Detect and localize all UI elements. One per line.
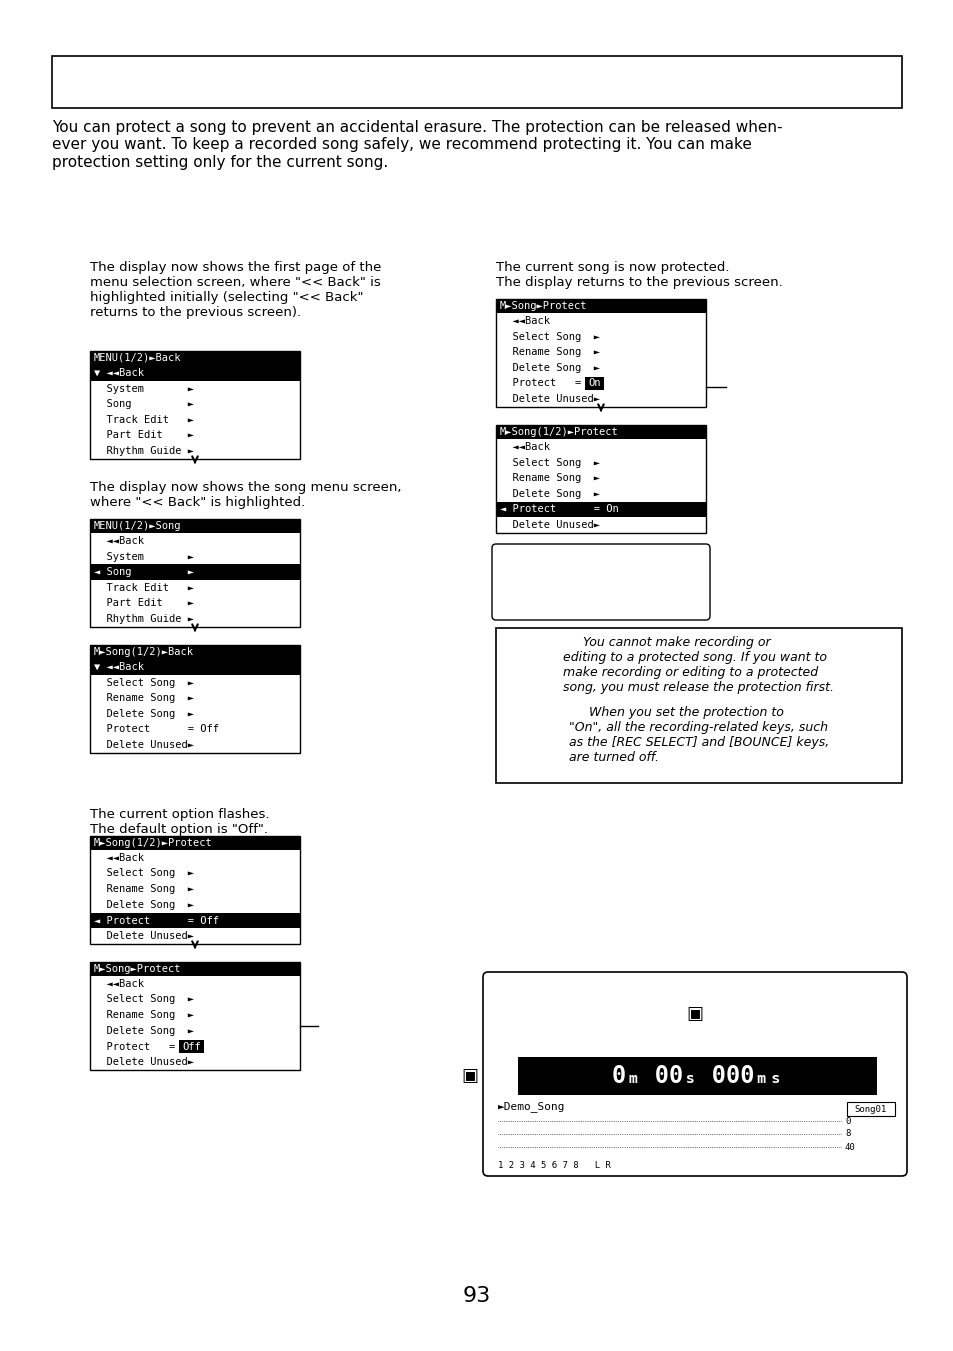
Text: ◄◄Back: ◄◄Back [94, 852, 144, 863]
Text: When you set the protection to
"On", all the recording-related keys, such
as the: When you set the protection to "On", all… [568, 707, 828, 765]
Bar [90, 836, 299, 850]
Text: Delete Unused►: Delete Unused► [499, 520, 599, 530]
Text: Rename Song  ►: Rename Song ► [499, 473, 599, 484]
Text: Select Song  ►: Select Song ► [499, 458, 599, 467]
Text: Delete Song  ►: Delete Song ► [499, 489, 599, 499]
Bar [90, 351, 299, 459]
Bar [496, 426, 705, 439]
Text: Select Song  ►: Select Song ► [499, 331, 599, 342]
Text: ◄◄Back: ◄◄Back [94, 536, 144, 546]
Bar [179, 1040, 204, 1054]
Text: Delete Unused►: Delete Unused► [499, 394, 599, 404]
Text: Off: Off [182, 1042, 201, 1051]
Bar [90, 365, 299, 381]
Text: You can protect a song to prevent an accidental erasure. The protection can be r: You can protect a song to prevent an acc… [52, 120, 781, 170]
Text: 40: 40 [844, 1143, 855, 1151]
Text: Protect   =: Protect = [94, 1042, 181, 1051]
Bar [90, 836, 299, 944]
Text: M►Song►Protect: M►Song►Protect [94, 965, 181, 974]
Text: Rename Song  ►: Rename Song ► [94, 884, 193, 894]
Bar [90, 565, 299, 580]
Text: 0: 0 [844, 1116, 849, 1125]
Bar [90, 519, 299, 627]
Text: Rename Song  ►: Rename Song ► [94, 1011, 193, 1020]
Text: M►Song(1/2)►Back: M►Song(1/2)►Back [94, 647, 193, 657]
Text: System       ►: System ► [94, 551, 193, 562]
Text: Delete Song  ►: Delete Song ► [94, 709, 193, 719]
Bar [846, 1102, 894, 1116]
Text: Rename Song  ►: Rename Song ► [94, 693, 193, 703]
Text: ▼ ◄◄Back: ▼ ◄◄Back [94, 367, 144, 378]
Text: Rename Song  ►: Rename Song ► [499, 347, 599, 357]
Text: ◄ Protect      = On: ◄ Protect = On [499, 504, 618, 515]
Text: System       ►: System ► [94, 384, 193, 393]
Bar [496, 299, 705, 407]
Bar [52, 55, 901, 108]
Text: 1 2 3 4 5 6 7 8   L R: 1 2 3 4 5 6 7 8 L R [497, 1161, 610, 1170]
Text: M►Song(1/2)►Protect: M►Song(1/2)►Protect [94, 838, 213, 848]
Text: The display now shows the song menu screen,
where "<< Back" is highlighted.: The display now shows the song menu scre… [90, 481, 401, 509]
Text: Rhythm Guide ►: Rhythm Guide ► [94, 615, 193, 624]
Text: The display now shows the first page of the
menu selection screen, where "<< Bac: The display now shows the first page of … [90, 261, 381, 319]
Text: Song01: Song01 [854, 1105, 886, 1113]
Text: 8: 8 [844, 1129, 849, 1139]
Text: Rhythm Guide ►: Rhythm Guide ► [94, 446, 193, 457]
Text: MENU(1/2)►Back: MENU(1/2)►Back [94, 353, 181, 363]
Text: 0ₘ 00ₛ 000ₘₛ: 0ₘ 00ₛ 000ₘₛ [612, 1065, 782, 1088]
Text: 93: 93 [462, 1286, 491, 1306]
Text: Delete Unused►: Delete Unused► [94, 931, 193, 942]
Text: Select Song  ►: Select Song ► [94, 994, 193, 1005]
Text: ◄ Protect      = Off: ◄ Protect = Off [94, 916, 219, 925]
Bar [90, 519, 299, 534]
Text: Select Song  ►: Select Song ► [94, 869, 193, 878]
Text: Delete Song  ►: Delete Song ► [94, 900, 193, 909]
Text: ▼ ◄◄Back: ▼ ◄◄Back [94, 662, 144, 671]
Text: M►Song(1/2)►Protect: M►Song(1/2)►Protect [499, 427, 618, 436]
Text: Track Edit   ►: Track Edit ► [94, 415, 193, 424]
Text: Track Edit   ►: Track Edit ► [94, 582, 193, 593]
Bar [496, 501, 705, 517]
Bar [90, 659, 299, 674]
Text: ▣: ▣ [686, 1005, 702, 1023]
Text: M►Song►Protect: M►Song►Protect [499, 301, 587, 311]
Text: ◄◄Back: ◄◄Back [94, 979, 144, 989]
Text: Delete Unused►: Delete Unused► [94, 740, 193, 750]
FancyBboxPatch shape [482, 971, 906, 1175]
Text: Song         ►: Song ► [94, 399, 193, 409]
Text: Delete Unused►: Delete Unused► [94, 1058, 193, 1067]
Text: Delete Song  ►: Delete Song ► [94, 1025, 193, 1036]
Bar [496, 426, 705, 534]
Text: The current option flashes.
The default option is "Off".: The current option flashes. The default … [90, 808, 269, 836]
Bar [90, 913, 299, 928]
FancyBboxPatch shape [492, 544, 709, 620]
Bar [585, 377, 603, 390]
Bar [90, 962, 299, 1070]
Text: The current song is now protected.
The display returns to the previous screen.: The current song is now protected. The d… [496, 261, 781, 289]
Text: On: On [588, 378, 600, 389]
Text: Part Edit    ►: Part Edit ► [94, 598, 193, 608]
Bar [496, 299, 705, 313]
Text: You cannot make recording or
editing to a protected song. If you want to
make re: You cannot make recording or editing to … [563, 636, 834, 694]
Text: ►Demo_Song: ►Demo_Song [497, 1101, 565, 1112]
Text: Delete Song  ►: Delete Song ► [499, 363, 599, 373]
Bar [90, 644, 299, 753]
Text: Select Song  ►: Select Song ► [94, 677, 193, 688]
Bar [90, 644, 299, 659]
Text: ◄◄Back: ◄◄Back [499, 442, 550, 451]
Text: Protect      = Off: Protect = Off [94, 724, 219, 735]
Text: ◄◄Back: ◄◄Back [499, 316, 550, 326]
Text: MENU(1/2)►Song: MENU(1/2)►Song [94, 521, 181, 531]
Text: ▣: ▣ [461, 1067, 478, 1085]
Text: Part Edit    ►: Part Edit ► [94, 431, 193, 440]
Text: ◄ Song         ►: ◄ Song ► [94, 567, 193, 577]
Bar [90, 962, 299, 975]
Bar [90, 351, 299, 365]
Bar [496, 628, 901, 784]
Bar [517, 1056, 876, 1096]
Text: Protect   =: Protect = [499, 378, 587, 389]
